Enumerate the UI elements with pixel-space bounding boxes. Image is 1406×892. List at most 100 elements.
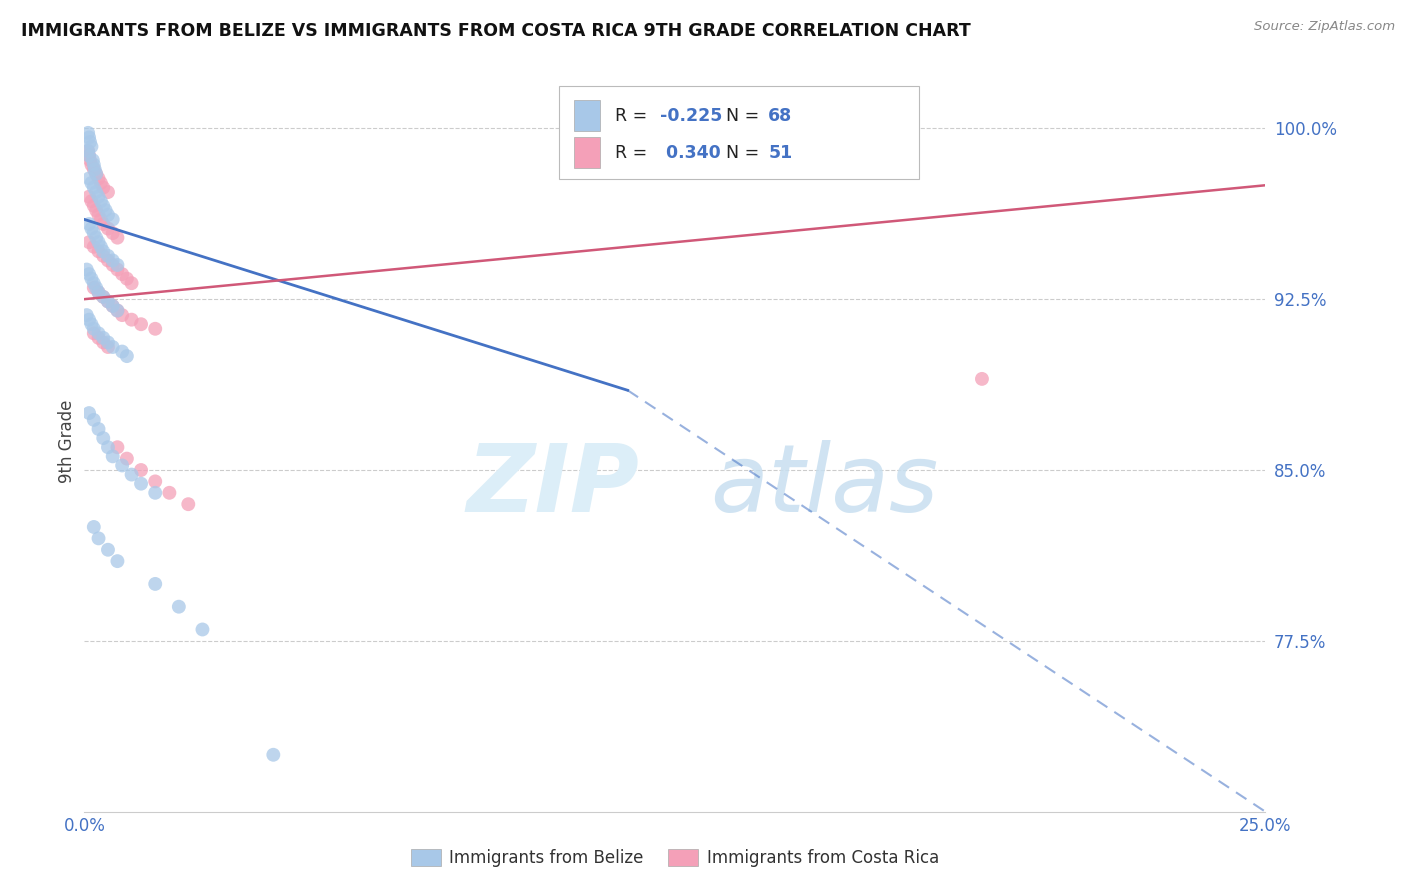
Point [80,271,103,285]
Point [83,520,105,534]
Text: -0.225: -0.225 [659,107,721,125]
Point [115,451,138,466]
Point [97,294,120,309]
Point [111,308,134,322]
Point [87,171,110,186]
Point [80,221,103,235]
Point [191,623,214,637]
Point [107,230,129,244]
Point [262,747,284,762]
Point [91,217,114,231]
FancyBboxPatch shape [575,100,600,131]
Point [77,217,100,231]
Point [97,294,120,309]
Text: 0.340: 0.340 [659,144,720,161]
Point [77,148,100,162]
Point [83,180,105,194]
Point [97,253,120,268]
Point [87,285,110,300]
Point [87,422,110,436]
Point [143,322,166,336]
Point [87,244,110,259]
Point [101,226,124,240]
Point [84,167,107,181]
Point [107,554,129,568]
Point [91,180,114,194]
Point [84,230,107,244]
Point [87,235,110,250]
Point [90,194,112,209]
Point [77,126,100,140]
Point [79,153,101,168]
Point [121,277,143,291]
Point [115,271,138,285]
Point [107,262,129,277]
Point [76,308,98,322]
Point [177,497,200,511]
Point [91,290,114,304]
Point [970,372,993,386]
Point [111,267,134,281]
Point [129,317,152,331]
Point [83,162,105,177]
Point [115,349,138,363]
Point [101,253,124,268]
Point [97,221,120,235]
Point [91,290,114,304]
Point [77,406,100,420]
Y-axis label: 9th Grade: 9th Grade [58,400,76,483]
Text: IMMIGRANTS FROM BELIZE VS IMMIGRANTS FROM COSTA RICA 9TH GRADE CORRELATION CHART: IMMIGRANTS FROM BELIZE VS IMMIGRANTS FRO… [21,22,970,40]
Point [97,340,120,354]
Point [77,148,100,162]
Point [101,299,124,313]
Point [91,249,114,263]
Point [83,277,105,291]
Point [97,440,120,454]
Point [87,532,110,546]
Point [87,189,110,203]
FancyBboxPatch shape [560,87,920,178]
Point [77,171,100,186]
Point [111,344,134,359]
Point [90,240,112,254]
Point [83,322,105,336]
Point [107,440,129,454]
Point [87,285,110,300]
Legend: Immigrants from Belize, Immigrants from Costa Rica: Immigrants from Belize, Immigrants from … [404,842,946,874]
Point [83,158,105,172]
Point [94,203,117,218]
Point [76,262,98,277]
Point [83,240,105,254]
Point [90,212,112,227]
Point [101,299,124,313]
Point [84,185,107,199]
Point [80,139,103,153]
FancyBboxPatch shape [575,137,600,169]
Point [91,199,114,213]
Text: R =: R = [614,107,652,125]
Text: R =: R = [614,144,652,161]
Point [111,458,134,473]
Point [97,249,120,263]
Text: N =: N = [716,107,765,125]
Point [143,577,166,591]
Point [83,413,105,427]
Text: 68: 68 [768,107,793,125]
Text: atlas: atlas [710,441,939,532]
Point [83,162,105,177]
Point [77,235,100,250]
Point [87,326,110,341]
Point [91,431,114,445]
Point [129,463,152,477]
Point [80,158,103,172]
Text: N =: N = [716,144,765,161]
Point [90,176,112,190]
Point [107,303,129,318]
Point [157,485,180,500]
Point [101,340,124,354]
Point [82,153,104,168]
Point [97,542,120,557]
Point [83,199,105,213]
Text: Source: ZipAtlas.com: Source: ZipAtlas.com [1254,20,1395,33]
Point [87,331,110,345]
